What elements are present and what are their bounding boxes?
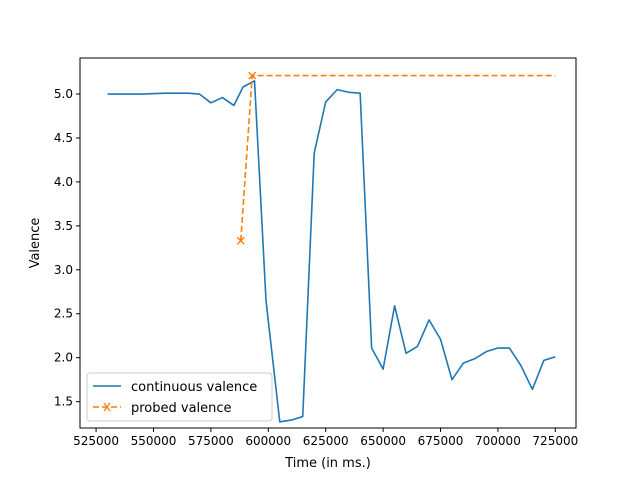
x-axis: 525000 550000 575000 600000 625000 650000 6750… <box>73 428 578 448</box>
y-tick-label: 1.5 <box>54 395 73 409</box>
x-tick-label: 675000 <box>418 434 464 448</box>
probed-valence-marker <box>248 71 257 80</box>
y-axis: 1.5 2.0 2.5 3.0 3.5 4.0 4.5 5.0 <box>54 87 80 409</box>
x-tick-label: 550000 <box>131 434 177 448</box>
probed-valence-marker <box>236 236 245 245</box>
x-tick-label: 575000 <box>188 434 234 448</box>
y-tick-label: 4.0 <box>54 175 73 189</box>
legend-label-probed: probed valence <box>131 401 232 416</box>
axes-frame <box>79 57 577 429</box>
y-tick-label: 2.0 <box>54 351 73 365</box>
x-tick-label: 600000 <box>245 434 291 448</box>
legend-marker-probed <box>103 402 111 412</box>
x-tick-label: 525000 <box>73 434 119 448</box>
x-tick-label: 650000 <box>360 434 406 448</box>
legend-box <box>86 372 273 422</box>
axes-background <box>80 58 576 428</box>
y-tick-label: 3.5 <box>54 219 73 233</box>
y-tick-label: 3.0 <box>54 263 73 277</box>
legend-label-continuous: continuous valence <box>131 380 257 395</box>
series-layer <box>107 71 556 423</box>
y-tick-label: 4.5 <box>54 131 73 145</box>
continuous-valence-line <box>107 80 556 423</box>
plot-area <box>79 57 577 429</box>
y-tick-label: 5.0 <box>54 87 73 101</box>
legend: continuous valence probed valence <box>86 372 273 422</box>
x-tick-label: 725000 <box>532 434 578 448</box>
y-tick-label: 2.5 <box>54 307 73 321</box>
x-axis-label: Time (in ms.) <box>284 456 371 471</box>
x-tick-label: 700000 <box>475 434 521 448</box>
y-axis-label: Valence <box>28 218 43 269</box>
x-tick-label: 625000 <box>303 434 349 448</box>
